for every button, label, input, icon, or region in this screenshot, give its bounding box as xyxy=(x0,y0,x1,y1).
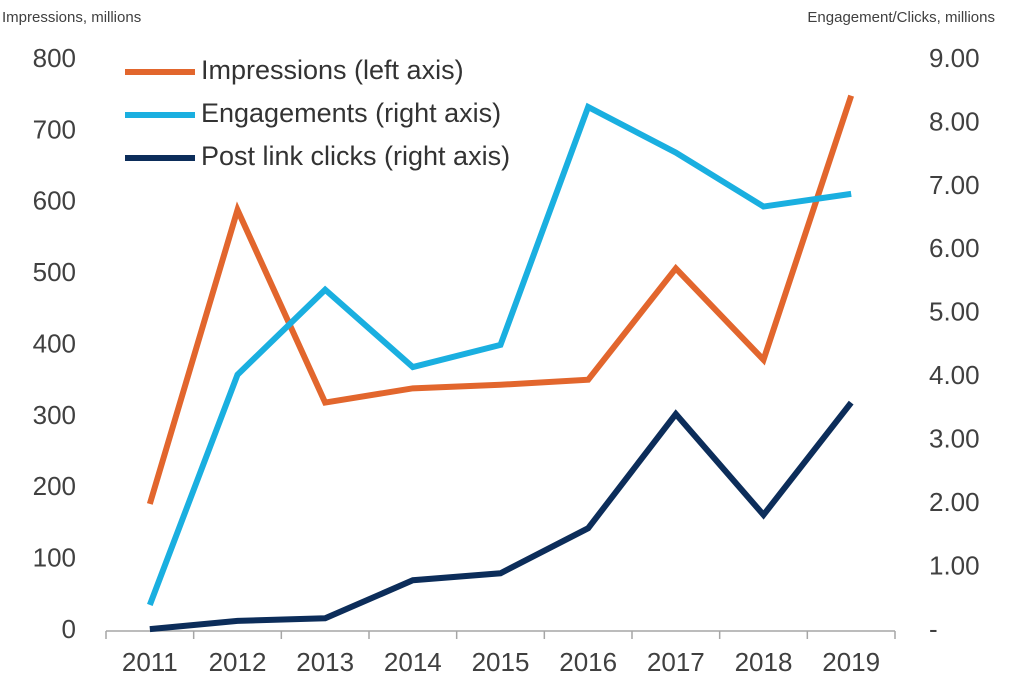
y-tick-label: 800 xyxy=(33,43,76,73)
y-tick-label: 0 xyxy=(62,614,76,644)
y-tick-label: 300 xyxy=(33,400,76,430)
y2-tick-label: 1.00 xyxy=(929,550,980,580)
x-tick-label: 2017 xyxy=(647,647,705,677)
x-tick-label: 2011 xyxy=(122,647,178,677)
y-tick-label: 100 xyxy=(33,543,76,573)
line-series xyxy=(147,102,852,607)
legend-label: Post link clicks (right axis) xyxy=(201,141,510,171)
y2-axis-label: Engagement/Clicks, millions xyxy=(807,9,995,26)
x-tick-label: 2015 xyxy=(472,647,530,677)
line-series xyxy=(146,94,855,505)
y-tick-label: 500 xyxy=(33,257,76,287)
y-tick-label: 400 xyxy=(33,328,76,358)
x-tick-label: 2012 xyxy=(209,647,267,677)
y-axis-label: Impressions, millions xyxy=(2,9,141,26)
x-tick-label: 2018 xyxy=(735,647,793,677)
x-tick-label: 2016 xyxy=(559,647,617,677)
y2-tick-label: 7.00 xyxy=(929,170,980,200)
y-tick-label: 700 xyxy=(33,114,76,144)
line-series xyxy=(149,400,854,633)
y2-tick-label: 3.00 xyxy=(929,424,980,454)
y2-tick-label: 5.00 xyxy=(929,297,980,327)
y2-tick-label: 6.00 xyxy=(929,233,980,263)
y2-tick-label: 4.00 xyxy=(929,360,980,390)
y2-tick-label: 2.00 xyxy=(929,487,980,517)
legend-label: Engagements (right axis) xyxy=(201,98,501,128)
x-tick-label: 2019 xyxy=(822,647,880,677)
x-tick-label: 2014 xyxy=(384,647,442,677)
y-tick-label: 200 xyxy=(33,471,76,501)
y2-tick-label: - xyxy=(929,614,938,644)
y-tick-label: 600 xyxy=(33,186,76,216)
x-tick-label: 2013 xyxy=(296,647,354,677)
y2-tick-label: 9.00 xyxy=(929,43,980,73)
y2-tick-label: 8.00 xyxy=(929,106,980,136)
legend-label: Impressions (left axis) xyxy=(201,55,464,85)
